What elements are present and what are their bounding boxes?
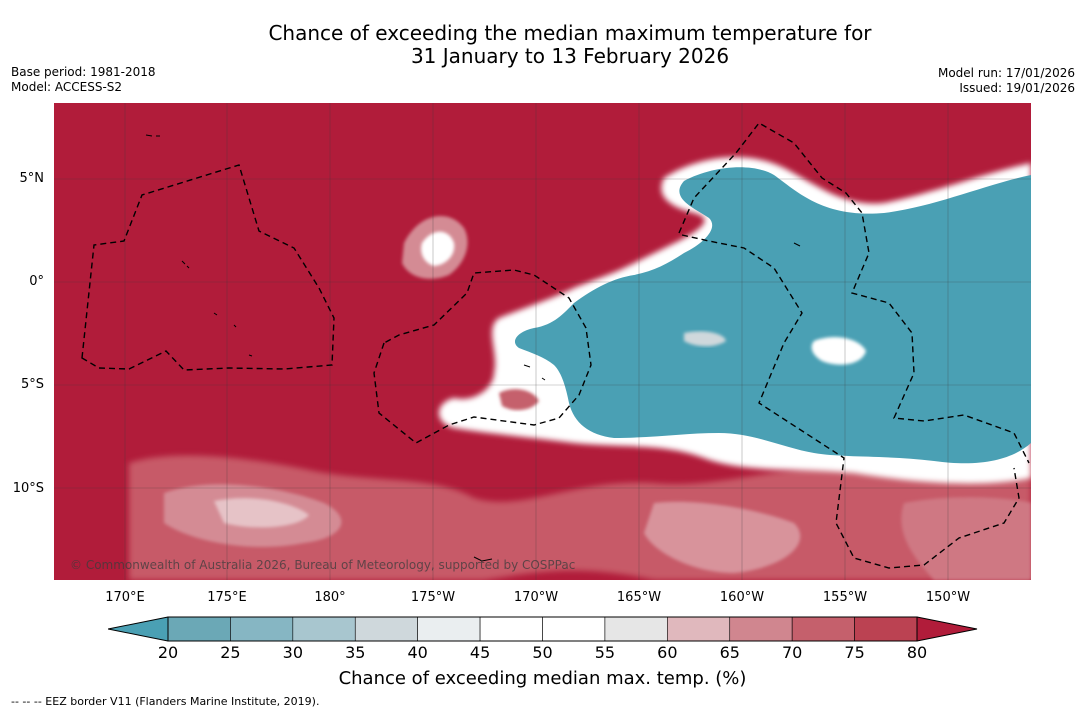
below-median-region: [514, 167, 1031, 464]
pink-patch-s: [644, 501, 801, 573]
colorbar-tick-label: 45: [469, 643, 491, 662]
red-spot-central: [499, 389, 539, 411]
lat-label-10s: 10°S: [12, 481, 44, 496]
model-run: Model run: 17/01/2026: [937, 66, 1075, 80]
colorbar-tick-label: 35: [345, 643, 366, 662]
colorbar-high-outline: [916, 616, 978, 642]
map-canvas: [54, 103, 1031, 580]
lon-label-170e: 170°E: [105, 590, 145, 605]
colorbar-tick-label: 30: [282, 643, 304, 662]
colorbar-tick-label: 55: [594, 643, 616, 662]
light-patch-sw: [214, 498, 309, 528]
title-line-1: Chance of exceeding the median maximum t…: [268, 21, 872, 45]
pink-patch-se: [901, 497, 1031, 580]
colorbar-tick-label: 80: [906, 643, 928, 662]
pink-band-south: [129, 455, 1031, 580]
colorbar-tick-label: 25: [220, 643, 241, 662]
colorbar-tick-label: 60: [657, 643, 678, 662]
colorbar-high-extend: [917, 617, 977, 641]
lon-label-170w: 170°W: [513, 590, 559, 605]
map-title: Chance of exceeding the median maximum t…: [0, 22, 1085, 68]
colorbar-low-outline: [108, 616, 169, 642]
colorbar-tick-label: 20: [157, 643, 179, 662]
light-spot-centre: [684, 331, 726, 347]
white-blob-north: [421, 231, 455, 266]
lon-label-175w: 175°W: [410, 590, 456, 605]
colorbar-tick-label: 70: [781, 643, 803, 662]
colorbar-segment: [292, 616, 356, 642]
issued-date: Issued: 19/01/2026: [959, 81, 1075, 95]
lon-label-175e: 175°E: [207, 590, 247, 605]
lon-label-180: 180°: [314, 590, 346, 605]
warm-spot-east: [811, 337, 866, 365]
eez-border-central: [373, 269, 592, 444]
eez-border-east: [678, 122, 1030, 569]
colorbar-segment: [791, 616, 855, 642]
meta-left: Base period: 1981-2018 Model: ACCESS-S2: [11, 65, 156, 95]
colorbar-segment: [604, 616, 668, 642]
colorbar-segment: [479, 616, 543, 642]
colorbar-frame: [167, 616, 918, 642]
colorbar-tick-label: 75: [844, 643, 865, 662]
colorbar-segment: [667, 616, 731, 642]
colorbar-label: Chance of exceeding median max. temp. (%…: [338, 668, 747, 689]
colorbar: [108, 616, 978, 642]
islands: [145, 134, 801, 562]
base-period: Base period: 1981-2018: [11, 65, 156, 79]
colorbar-segment: [542, 616, 606, 642]
eez-footnote: -- -- -- EEZ border V11 (Flanders Marine…: [11, 695, 320, 708]
colorbar-tick-label: 50: [532, 643, 553, 662]
colorbar-segment: [230, 616, 294, 642]
lon-label-155w: 155°W: [822, 590, 868, 605]
model-name: Model: ACCESS-S2: [11, 80, 123, 94]
graticule: [54, 103, 1031, 580]
colorbar-segment: [354, 616, 418, 642]
colorbar-segments: [167, 616, 918, 642]
lat-label-5n: 5°N: [19, 171, 45, 186]
title-line-2: 31 January to 13 February 2026: [410, 44, 730, 68]
eez-border-west: [81, 164, 335, 371]
lat-label-0: 0°: [29, 274, 44, 289]
colorbar-segment: [854, 616, 918, 642]
colorbar-segment: [417, 616, 481, 642]
lat-label-5s: 5°S: [20, 377, 44, 392]
meta-right: Model run: 17/01/2026 Issued: 19/01/2026: [938, 66, 1075, 96]
lon-label-150w: 150°W: [925, 590, 971, 605]
eez-borders: [81, 122, 1030, 569]
colorbar-tick-label: 40: [407, 643, 428, 662]
copyright-notice: © Commonwealth of Australia 2026, Bureau…: [70, 558, 576, 572]
lon-label-160w: 160°W: [719, 590, 765, 605]
colorbar-low-extend: [108, 617, 168, 641]
colorbar-segment: [729, 616, 793, 642]
lon-label-165w: 165°W: [616, 590, 662, 605]
colorbar-segment: [167, 616, 231, 642]
colorbar-tick-label: 65: [719, 643, 740, 662]
forecast-map[interactable]: [54, 103, 1031, 580]
